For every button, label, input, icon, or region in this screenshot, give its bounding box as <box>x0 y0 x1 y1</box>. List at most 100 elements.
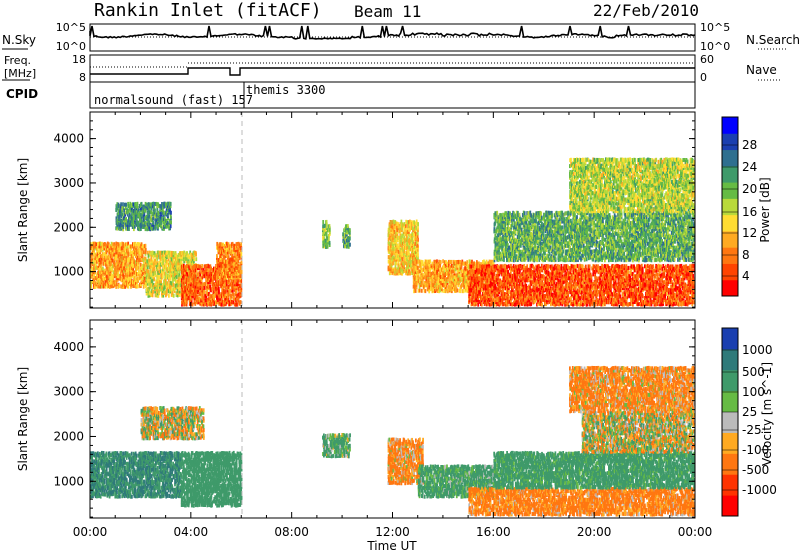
echo-cell-2092 <box>240 282 243 287</box>
echo-cell-1902 <box>223 300 226 305</box>
echo-cell-858 <box>154 270 156 275</box>
echo-cell-171 <box>102 252 105 257</box>
echo-cell-1916 <box>224 289 227 294</box>
echo-cell-399 <box>119 242 122 247</box>
echo-cell-2041 <box>235 278 238 283</box>
echo-cell-1261 <box>185 256 188 261</box>
echo-cell-1076 <box>170 250 173 255</box>
echo-cell-1966 <box>228 278 231 283</box>
freq-tick-high: 18 <box>72 53 86 66</box>
echo-cell-2684 <box>152 201 155 206</box>
echo-cell-1741 <box>209 264 212 269</box>
echo-cell-1460 <box>185 277 188 282</box>
echo-cell-1009 <box>166 267 168 272</box>
cpid-panel-frame <box>89 81 696 109</box>
echo-cell-495 <box>126 274 129 279</box>
echo-cell-1007 <box>166 281 168 286</box>
echo-cell-1484 <box>188 270 190 275</box>
echo-cell-1694 <box>205 266 208 271</box>
echo-cell-1330 <box>191 261 193 266</box>
echo-cell-668 <box>138 247 141 252</box>
echo-cell-50 <box>93 246 95 251</box>
echo-cell-665 <box>138 276 141 281</box>
echo-cell-1037 <box>169 287 171 292</box>
echo-cell-74 <box>95 242 98 247</box>
echo-cell-1776 <box>212 272 214 277</box>
echo-cell-4635 <box>506 296 509 301</box>
echo-cell-700 <box>141 274 144 279</box>
echo-cell-111 <box>98 282 101 287</box>
echo-cell-649 <box>136 242 139 246</box>
echo-cell-2621 <box>144 201 147 206</box>
echo-cell-1714 <box>207 280 210 284</box>
echo-cell-258 <box>109 266 112 271</box>
echo-cell-1476 <box>187 290 190 295</box>
echo-cell-2091 <box>240 286 243 291</box>
echo-cell-677 <box>139 262 142 267</box>
echo-cell-1189 <box>179 251 182 256</box>
echo-cell-1276 <box>186 253 189 258</box>
echo-cell-1740 <box>209 268 211 273</box>
echo-cell-1699 <box>206 290 208 295</box>
echo-cell-564 <box>131 268 133 273</box>
echo-cell-759 <box>146 275 149 280</box>
echo-cell-398 <box>119 246 122 251</box>
echo-cell-84 <box>96 254 99 259</box>
echo-cell-983 <box>164 275 167 280</box>
echo-cell-539 <box>129 260 131 265</box>
echo-cell-300 <box>112 274 115 279</box>
echo-cell-1572 <box>195 298 198 303</box>
echo-cell-1185 <box>179 261 182 266</box>
echo-cell-1766 <box>212 298 214 303</box>
echo-cell-617 <box>135 269 137 274</box>
echo-cell-1948 <box>227 293 230 298</box>
echo-cell-1101 <box>172 253 175 258</box>
echo-cell-7 <box>90 258 92 263</box>
echo-cell-978 <box>163 251 165 256</box>
echo-cell-1203 <box>180 257 183 262</box>
echo-cell-2069 <box>238 294 241 299</box>
echo-cell-1626 <box>199 272 202 277</box>
echo-cell-1031 <box>167 264 170 269</box>
echo-cell-1865 <box>221 294 223 299</box>
echo-cell-1439 <box>184 264 186 269</box>
echo-cell-2815 <box>169 201 172 206</box>
echo-cell-550 <box>130 266 132 271</box>
echo-cell-11 <box>90 242 92 247</box>
echo-cell-1474 <box>187 296 190 300</box>
echo-cell-91 <box>97 270 99 275</box>
echo-cell-53 <box>94 284 96 289</box>
echo-cell-816 <box>150 254 153 259</box>
echo-cell-2873 <box>328 224 331 229</box>
echo-cell-178 <box>103 268 106 273</box>
echo-cell-1840 <box>217 286 220 291</box>
nave-trace <box>90 62 695 68</box>
echo-cell-585 <box>131 244 134 249</box>
echo-cell-1443 <box>185 292 187 297</box>
echo-cell-1753 <box>210 266 212 271</box>
echo-cell-5 <box>90 264 92 269</box>
echo-cell-323 <box>114 268 117 273</box>
echo-cell-1884 <box>222 302 225 307</box>
echo-cell-1462 <box>185 271 188 276</box>
echo-cell-1757 <box>211 286 213 291</box>
echo-cell-1637 <box>200 269 203 274</box>
echo-cell-1928 <box>226 298 228 303</box>
echo-cell-1083 <box>171 266 174 271</box>
echo-cell-352 <box>116 254 119 259</box>
echo-cell-1650 <box>201 272 204 277</box>
echo-cell-1725 <box>208 291 210 296</box>
echo-cell-958 <box>162 274 164 279</box>
echo-cell-1251 <box>184 255 187 260</box>
echo-cell-357 <box>116 242 119 247</box>
echo-cell-1435 <box>184 274 186 279</box>
echo-cell-726 <box>143 256 146 261</box>
echo-cell-34 <box>92 241 94 246</box>
echo-cell-189 <box>104 276 107 281</box>
echo-cell-743 <box>145 291 148 296</box>
echo-cell-1980 <box>230 294 233 299</box>
echo-cell-1466 <box>186 292 189 297</box>
echo-cell-276 <box>110 260 113 265</box>
echo-cell-425 <box>121 246 123 251</box>
echo-cell-332 <box>115 282 118 287</box>
